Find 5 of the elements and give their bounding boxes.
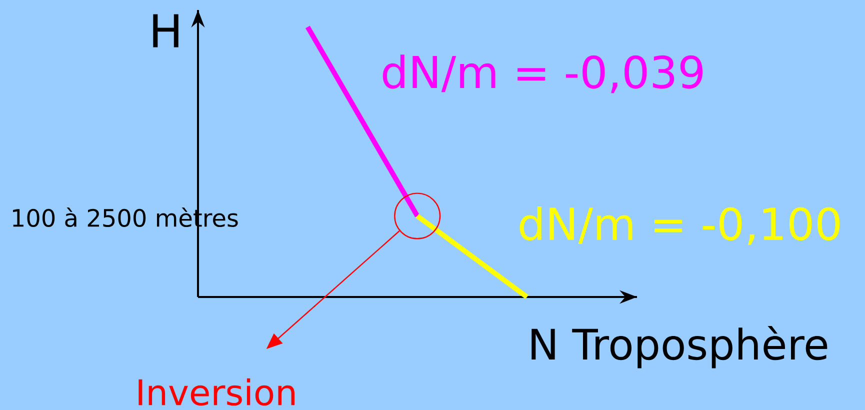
y-axis-title: H [153, 14, 178, 48]
series-label: dN/m = -0,039 [382, 54, 703, 94]
series-label: dN/m = -0,100 [520, 206, 840, 245]
x-axis-title: N Troposphère [532, 326, 828, 368]
text: Inversion [138, 378, 294, 406]
